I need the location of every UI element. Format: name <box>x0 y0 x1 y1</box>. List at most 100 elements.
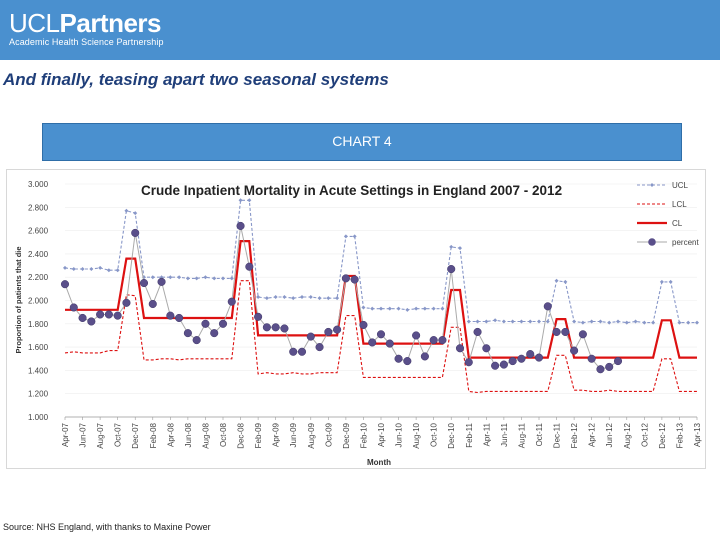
ucl-point <box>317 296 322 301</box>
percent-point <box>245 262 254 271</box>
x-tick-label: Apr-13 <box>693 422 702 447</box>
percent-point <box>499 360 508 369</box>
y-axis-label: Proportion of patients that die <box>14 246 23 353</box>
percent-point <box>447 264 456 274</box>
ucl-point <box>580 320 585 325</box>
percent-point <box>517 354 526 363</box>
percent-point <box>438 336 447 345</box>
percent-point <box>131 228 140 237</box>
ucl-point <box>352 234 357 239</box>
percent-point <box>534 353 544 362</box>
percent-point <box>385 339 394 348</box>
percent-point <box>394 354 403 363</box>
percent-point <box>183 329 192 338</box>
legend-label: LCL <box>672 200 687 209</box>
ucl-point <box>98 265 103 270</box>
logo-ucl: UCL <box>9 8 60 38</box>
y-tick-label: 2.400 <box>28 250 49 259</box>
y-tick-label: 1.400 <box>28 366 49 375</box>
x-tick-label: Jun-12 <box>605 422 614 447</box>
ucl-point <box>150 275 155 280</box>
percent-point <box>166 311 175 320</box>
percent-point <box>306 332 315 341</box>
ucl-point <box>466 319 471 324</box>
percent-point <box>210 329 219 338</box>
gridlines <box>65 183 697 418</box>
ucl-point <box>589 319 594 324</box>
legend-label: CL <box>672 219 683 228</box>
ucl-point <box>177 275 182 280</box>
percent-point <box>262 323 271 332</box>
percent-point <box>139 278 149 288</box>
ucl-point <box>607 320 612 325</box>
series-cl-line <box>65 239 697 359</box>
ucl-point <box>124 208 129 213</box>
ucl-point <box>133 211 138 216</box>
percent-point <box>341 274 350 283</box>
percent-point <box>552 327 561 337</box>
percent-point <box>403 357 412 366</box>
ucl-point <box>440 306 445 311</box>
chart-title: Crude Inpatient Mortality in Acute Setti… <box>141 183 562 198</box>
x-tick-label: Aug-10 <box>412 422 421 448</box>
percent-point <box>315 343 324 352</box>
x-tick-label: Jun-08 <box>184 422 193 447</box>
ucl-point <box>326 296 331 301</box>
series-ucl-line <box>64 199 697 324</box>
percent-point <box>482 344 491 353</box>
x-tick-label: Feb-11 <box>465 422 474 447</box>
ucl-point <box>598 319 603 324</box>
x-tick-label: Jun-10 <box>395 422 404 447</box>
ucl-point <box>642 320 647 325</box>
ucl-point <box>194 276 199 281</box>
y-tick-label: 3.000 <box>28 180 49 189</box>
ucl-point <box>361 305 366 310</box>
legend-label: percent <box>672 238 699 247</box>
percent-point <box>157 277 166 286</box>
y-tick-label: 1.000 <box>28 413 49 422</box>
ucl-point <box>422 306 427 311</box>
x-tick-label: Apr-11 <box>482 422 491 446</box>
x-tick-label: Jun-11 <box>500 422 509 446</box>
percent-point <box>376 330 386 339</box>
ucl-point <box>510 319 515 324</box>
ucl-point <box>256 295 261 300</box>
x-tick-label: Dec-07 <box>131 422 140 448</box>
percent-point <box>613 357 623 366</box>
percent-point <box>359 320 368 330</box>
ucl-point <box>537 319 541 324</box>
chart-panel: 3.000 2.800 2.600 2.400 2.200 2.000 1.800 1.600… <box>6 169 706 469</box>
ucl-point <box>89 267 94 272</box>
ucl-point <box>677 320 682 325</box>
ucl-point <box>475 319 480 324</box>
ucl-point <box>624 320 629 325</box>
ucl-point <box>668 279 673 284</box>
ucl-point <box>185 276 190 281</box>
x-tick-label: Aug-08 <box>201 422 210 448</box>
ucl-point <box>519 319 524 324</box>
x-tick-label: Oct-07 <box>114 422 123 447</box>
y-tick-label: 2.600 <box>28 227 49 236</box>
ucl-point <box>695 320 699 325</box>
ucl-point <box>458 246 462 251</box>
x-tick-label: Feb-13 <box>675 422 684 448</box>
percent-point <box>236 221 245 230</box>
ucl-point <box>282 295 287 300</box>
x-tick-label: Aug-11 <box>517 422 526 448</box>
ucl-point <box>528 319 533 324</box>
percent-point <box>289 347 298 356</box>
percent-point <box>368 338 377 347</box>
ucl-point <box>229 276 234 281</box>
ucl-point <box>291 296 296 301</box>
logo-partners: Partners <box>59 8 162 38</box>
ucl-point <box>379 306 383 311</box>
x-tick-label: Oct-11 <box>535 422 544 446</box>
percent-point <box>148 299 157 309</box>
percent-point <box>201 319 210 328</box>
ucl-point <box>501 319 506 324</box>
x-tick-label: Apr-07 <box>61 422 70 447</box>
x-tick-label: Dec-12 <box>658 422 667 448</box>
series-percent-line <box>64 225 619 370</box>
x-axis-label: Month <box>367 458 391 467</box>
x-tick-label: Jun-07 <box>79 422 88 447</box>
